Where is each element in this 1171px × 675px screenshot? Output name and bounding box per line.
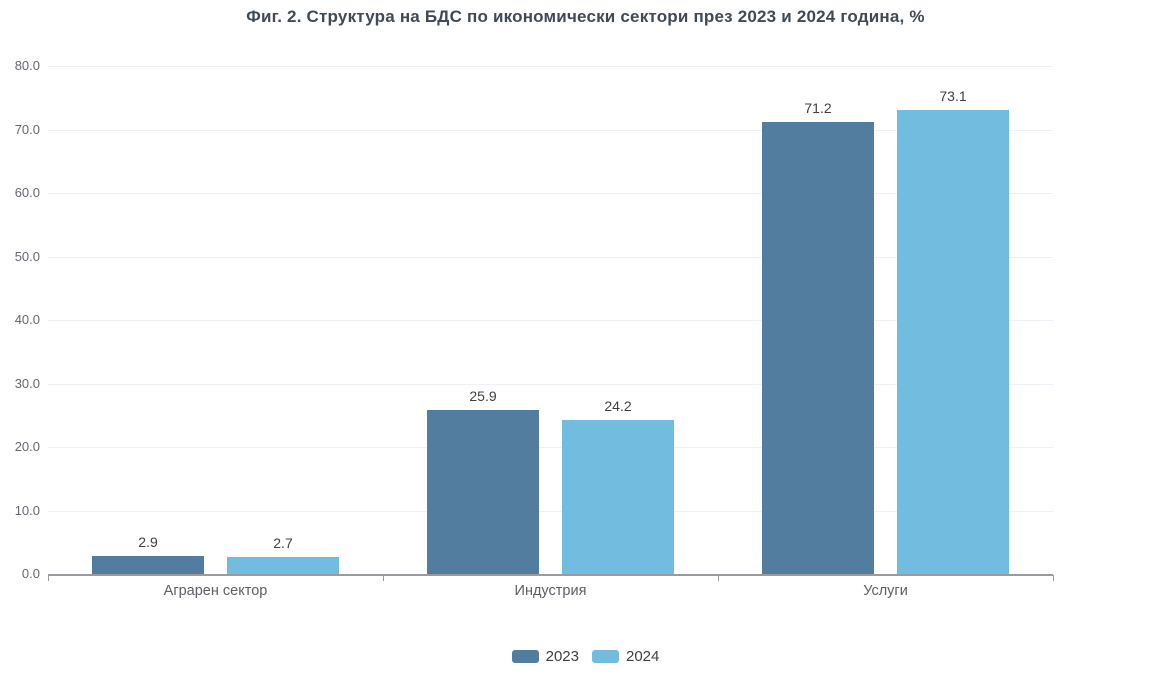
y-tick-label-80: 80.0 — [14, 58, 40, 73]
bar-value-label-2024-1: 24.2 — [604, 398, 632, 415]
x-category-label-2: Услуги — [863, 583, 908, 599]
gridline-10 — [48, 510, 1053, 512]
x-axis-tick — [383, 575, 384, 581]
legend-swatch-2024 — [592, 650, 619, 663]
bar-2024-1 — [562, 420, 674, 574]
bar-value-label-2024-2: 73.1 — [939, 87, 967, 104]
gridline-40 — [48, 320, 1053, 321]
bar-2023-0 — [92, 555, 204, 574]
y-tick-label-50: 50.0 — [14, 248, 40, 264]
bar-value-label-2023-0: 2.9 — [138, 533, 158, 550]
legend-swatch-2023 — [511, 650, 539, 663]
y-tick-label-60: 60.0 — [14, 185, 40, 200]
y-tick-label-20: 20.0 — [14, 439, 40, 454]
legend-label-2024: 2024 — [626, 648, 660, 665]
bar-2023-1 — [427, 409, 539, 574]
x-category-label-0: Аграрен сектор — [163, 583, 268, 599]
bar-2023-2 — [762, 121, 874, 574]
legend-label-2023: 2023 — [545, 648, 579, 665]
x-axis-tick — [48, 575, 49, 581]
y-tick-label-30: 30.0 — [14, 375, 40, 391]
x-axis-line — [48, 574, 1053, 576]
gridline-30 — [48, 383, 1053, 385]
gridline-50 — [48, 256, 1053, 258]
x-category-label-1: Индустрия — [514, 583, 587, 599]
gridline-80 — [48, 66, 1053, 67]
gridline-20 — [48, 447, 1053, 448]
gridline-60 — [48, 193, 1053, 194]
x-axis-tick — [1053, 575, 1054, 581]
y-tick-label-0: 0.0 — [21, 566, 40, 581]
gridline-70 — [48, 129, 1053, 131]
bar-value-label-2023-1: 25.9 — [469, 387, 497, 404]
y-tick-label-40: 40.0 — [14, 312, 40, 327]
chart-title: Фиг. 2. Структура на БДС по икономически… — [246, 7, 925, 26]
legend: 2023 2024 — [0, 648, 1171, 665]
bar-value-label-2024-0: 2.7 — [273, 534, 293, 551]
x-axis-tick — [718, 575, 719, 581]
y-tick-label-10: 10.0 — [14, 502, 40, 518]
y-tick-label-70: 70.0 — [14, 121, 40, 137]
bar-value-label-2023-2: 71.2 — [804, 99, 832, 116]
legend-item-2024: 2024 — [592, 648, 659, 665]
bar-2024-2 — [897, 109, 1009, 574]
legend-item-2023: 2023 — [511, 648, 579, 665]
bar-2024-0 — [227, 556, 339, 574]
